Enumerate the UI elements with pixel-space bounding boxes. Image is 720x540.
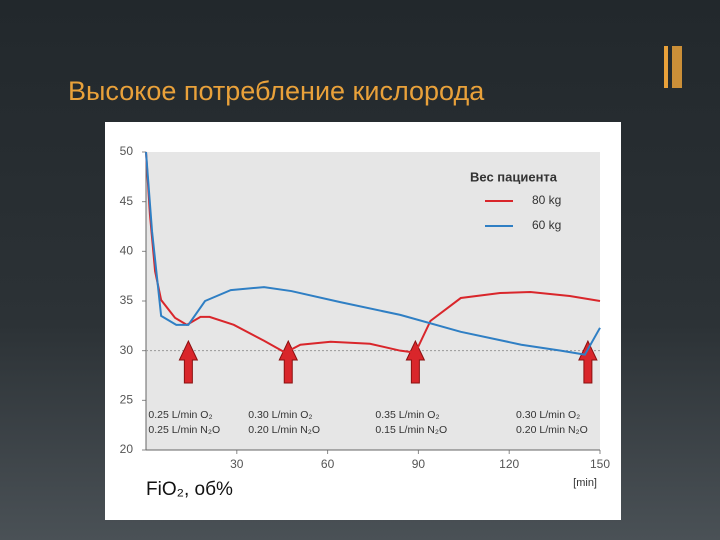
annotation: 0.35 L/min O₂ (375, 409, 439, 421)
legend-title: Вес пациента (470, 169, 558, 184)
x-tick-label: 150 (590, 457, 610, 471)
x-tick-label: 90 (412, 457, 426, 471)
legend-label: 60 kg (532, 218, 561, 232)
y-tick-label: 45 (120, 194, 134, 208)
annotation: 0.20 L/min N₂O (248, 424, 320, 436)
x-axis-label: [min] (573, 477, 597, 489)
annotation: 0.30 L/min O₂ (516, 409, 580, 421)
y-tick-label: 35 (120, 293, 134, 307)
arrow (578, 339, 598, 384)
annotation: 0.20 L/min N₂O (516, 424, 588, 436)
annotation: 0.15 L/min N₂O (375, 424, 447, 436)
annotation: 0.25 L/min N₂O (148, 424, 220, 436)
y-tick-label: 20 (120, 442, 134, 456)
y-tick-label: 40 (120, 244, 134, 258)
series-line (145, 151, 601, 354)
decor-bar (664, 46, 668, 88)
annotation: 0.25 L/min O₂ (148, 409, 212, 421)
slide-title: Высокое потребление кислорода (68, 76, 485, 106)
y-tick-label: 25 (120, 393, 134, 407)
y-tick-label: 50 (120, 144, 134, 158)
arrow (178, 339, 199, 384)
decor-bar (672, 46, 682, 88)
y-tick-label: 30 (120, 343, 134, 357)
y-axis-label: FiO₂, об% (146, 479, 233, 500)
plot-area (146, 152, 600, 450)
x-tick-label: 60 (321, 457, 335, 471)
x-tick-label: 30 (230, 457, 244, 471)
annotation: 0.30 L/min O₂ (248, 409, 312, 421)
x-tick-label: 120 (499, 457, 519, 471)
series-line (145, 151, 601, 356)
legend-label: 80 kg (532, 193, 561, 207)
